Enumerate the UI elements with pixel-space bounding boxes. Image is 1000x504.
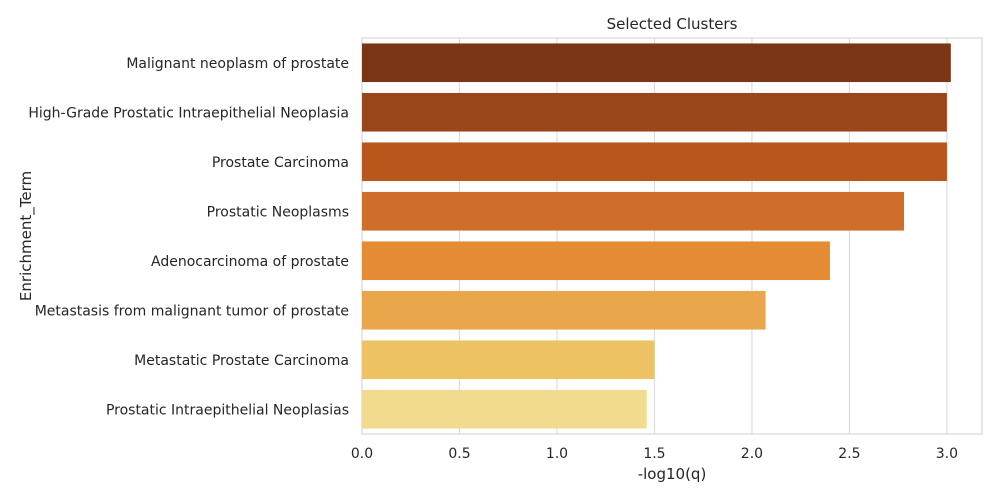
- x-tick-label: 2.0: [741, 446, 763, 462]
- bar: [362, 142, 947, 182]
- bar: [362, 43, 951, 83]
- bar: [362, 241, 830, 281]
- y-tick-label: Prostatic Intraepithelial Neoplasias: [106, 402, 349, 418]
- y-tick-label: High-Grade Prostatic Intraepithelial Neo…: [28, 105, 349, 121]
- y-tick-label: Prostate Carcinoma: [212, 155, 349, 171]
- y-tick-label: Malignant neoplasm of prostate: [126, 56, 349, 72]
- x-tick-label: 0.0: [351, 446, 373, 462]
- x-tick-label: 0.5: [448, 446, 470, 462]
- y-tick-label: Metastatic Prostate Carcinoma: [134, 353, 349, 369]
- x-tick-label: 1.0: [546, 446, 568, 462]
- bar: [362, 340, 655, 380]
- y-axis-label: Enrichment_Term: [17, 171, 36, 301]
- y-tick-label: Metastasis from malignant tumor of prost…: [35, 303, 349, 319]
- plot-area: 0.0 0.5 1.0 1.5 2.0 2.5 3.0 Malignant neoplasm…: [28, 37, 983, 462]
- bar: [362, 92, 947, 132]
- x-tick-label: 2.5: [838, 446, 860, 462]
- x-axis-label: -log10(q): [638, 465, 707, 483]
- bar: [362, 389, 647, 429]
- bar: [362, 191, 905, 231]
- x-tick-labels: 0.0 0.5 1.0 1.5 2.0 2.5 3.0: [351, 446, 958, 462]
- x-tick-label: 1.5: [643, 446, 665, 462]
- y-tick-label: Adenocarcinoma of prostate: [151, 254, 349, 270]
- chart-title: Selected Clusters: [607, 15, 738, 33]
- x-tick-label: 3.0: [936, 446, 958, 462]
- bar: [362, 290, 766, 330]
- bars: [362, 43, 951, 429]
- y-tick-labels: Malignant neoplasm of prostate High-Grade…: [28, 56, 349, 419]
- y-tick-label: Prostatic Neoplasms: [207, 204, 349, 220]
